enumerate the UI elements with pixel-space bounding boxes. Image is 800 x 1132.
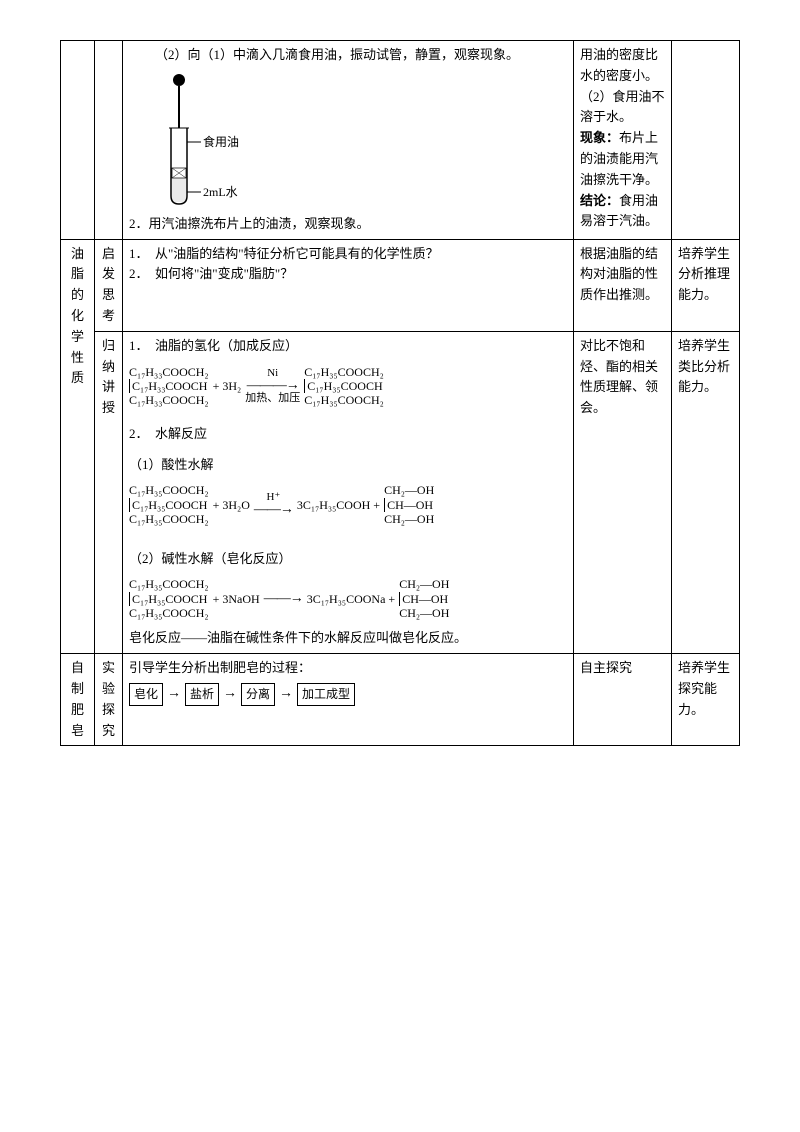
equation-hydrogenation: C₁₇H₃₃COOCH₂ C₁₇H₃₃COOCH C₁₇H₃₃COOCH₂ + …	[129, 365, 567, 408]
cell-purpose	[672, 41, 740, 240]
process-flow: 皂化 → 盐析 → 分离 → 加工成型	[129, 683, 567, 706]
text: 油脂的化学性质	[71, 246, 84, 386]
text: 自主探究	[580, 660, 632, 675]
cell-student: 根据油脂的结构对油脂的性质作出推测。	[574, 239, 672, 331]
flow-step: 盐析	[185, 683, 219, 706]
text: 1． 从"油脂的结构"特征分析它可能具有的化学性质？	[129, 244, 567, 265]
cell-method: 启发思考	[95, 239, 123, 331]
table-row: （2）向（1）中滴入几滴食用油，振动试管，静置，观察现象。 食用油 2mL水 2…	[61, 41, 740, 240]
definition: 皂化反应——油脂在碱性条件下的水解反应叫做皂化反应。	[129, 628, 567, 649]
cell-purpose: 培养学生探究能力。	[672, 654, 740, 746]
flow-step: 皂化	[129, 683, 163, 706]
flow-step: 分离	[241, 683, 275, 706]
text: 自制肥皂	[71, 660, 84, 737]
text: 2．用汽油擦洗布片上的油渍，观察现象。	[129, 214, 567, 235]
cell-method: 归纳讲授	[95, 331, 123, 654]
text: 培养学生探究能力。	[678, 660, 730, 717]
text: （2）食用油不溶于水。	[580, 89, 665, 125]
label: 结论：	[580, 193, 619, 208]
text: 实验探究	[102, 660, 115, 737]
table-row: 归纳讲授 1． 油脂的氢化（加成反应） C₁₇H₃₃COOCH₂ C₁₇H₃₃C…	[61, 331, 740, 654]
cell-topic: 油脂的化学性质	[61, 239, 95, 654]
equation-acid-hydrolysis: C₁₇H₃₅COOCH₂ C₁₇H₃₅COOCH C₁₇H₃₅COOCH₂ + …	[129, 483, 567, 526]
arrow-icon: →	[167, 683, 181, 705]
text: 用油的密度比水的密度小。	[580, 47, 658, 83]
heading: 1． 油脂的氢化（加成反应）	[129, 336, 567, 357]
text: 培养学生类比分析能力。	[678, 338, 730, 395]
text: 根据油脂的结构对油脂的性质作出推测。	[580, 246, 658, 303]
heading: 2． 水解反应	[129, 424, 567, 445]
table-row: 自制肥皂 实验探究 引导学生分析出制肥皂的过程： 皂化 → 盐析 → 分离 → …	[61, 654, 740, 746]
text: 启发思考	[102, 246, 115, 323]
cell-topic	[61, 41, 95, 240]
text: 培养学生分析推理能力。	[678, 246, 730, 303]
cell-content: （2）向（1）中滴入几滴食用油，振动试管，静置，观察现象。 食用油 2mL水 2…	[123, 41, 574, 240]
equation-saponification: C₁₇H₃₅COOCH₂ C₁₇H₃₅COOCH C₁₇H₃₅COOCH₂ + …	[129, 577, 567, 620]
table-row: 油脂的化学性质 启发思考 1． 从"油脂的结构"特征分析它可能具有的化学性质？ …	[61, 239, 740, 331]
cell-content: 1． 从"油脂的结构"特征分析它可能具有的化学性质？ 2． 如何将"油"变成"脂…	[123, 239, 574, 331]
cell-student: 用油的密度比水的密度小。 （2）食用油不溶于水。 现象：布片上的油渍能用汽油擦洗…	[574, 41, 672, 240]
cell-student: 对比不饱和烃、酯的相关性质理解、领会。	[574, 331, 672, 654]
text: 引导学生分析出制肥皂的过程：	[129, 658, 567, 679]
text: 归纳讲授	[102, 338, 115, 415]
cell-content: 引导学生分析出制肥皂的过程： 皂化 → 盐析 → 分离 → 加工成型	[123, 654, 574, 746]
cell-method: 实验探究	[95, 654, 123, 746]
arrow-icon: →	[279, 683, 293, 705]
cell-purpose: 培养学生分析推理能力。	[672, 239, 740, 331]
cell-content: 1． 油脂的氢化（加成反应） C₁₇H₃₃COOCH₂ C₁₇H₃₃COOCH …	[123, 331, 574, 654]
arrow-icon: →	[223, 683, 237, 705]
cell-purpose: 培养学生类比分析能力。	[672, 331, 740, 654]
flow-step: 加工成型	[297, 683, 355, 706]
label: 现象：	[580, 130, 619, 145]
lesson-table: （2）向（1）中滴入几滴食用油，振动试管，静置，观察现象。 食用油 2mL水 2…	[60, 40, 740, 746]
svg-text:食用油: 食用油	[203, 134, 239, 149]
cell-topic: 自制肥皂	[61, 654, 95, 746]
cell-student: 自主探究	[574, 654, 672, 746]
test-tube-diagram: 食用油 2mL水	[141, 72, 301, 212]
text: 对比不饱和烃、酯的相关性质理解、领会。	[580, 338, 658, 415]
svg-text:2mL水: 2mL水	[203, 185, 238, 199]
text: （2）向（1）中滴入几滴食用油，振动试管，静置，观察现象。	[129, 45, 567, 66]
text: 2． 如何将"油"变成"脂肪"？	[129, 264, 567, 285]
cell-method	[95, 41, 123, 240]
subheading: （2）碱性水解（皂化反应）	[129, 549, 567, 570]
subheading: （1）酸性水解	[129, 455, 567, 476]
